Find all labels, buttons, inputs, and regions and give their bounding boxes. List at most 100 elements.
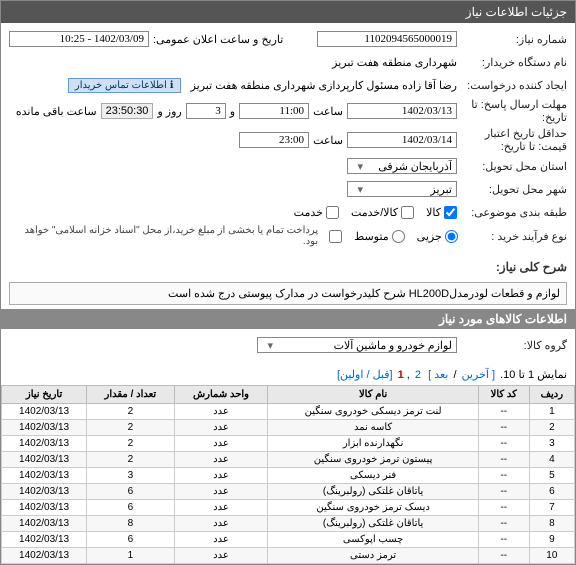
cat-service-option[interactable]: کالا/خدمت [351, 206, 414, 219]
contact-info-link[interactable]: اطلاعات تماس خریدار [68, 78, 181, 93]
table-cell: -- [478, 468, 529, 484]
table-cell: فنر دیسکی [268, 468, 478, 484]
pager-page-2[interactable]: 2 [415, 369, 421, 381]
table-cell: 1402/03/13 [2, 516, 87, 532]
goods-section-title: اطلاعات کالاهای مورد نیاز [1, 309, 575, 329]
form-section: شماره نیاز: تاریخ و ساعت اعلان عمومی: نا… [1, 23, 575, 256]
cat-service2-option[interactable]: خدمت [294, 206, 339, 219]
table-cell: عدد [174, 452, 268, 468]
table-cell: 6 [87, 484, 174, 500]
cat-service-checkbox[interactable] [401, 206, 414, 219]
table-cell: ترمز دستی [268, 548, 478, 564]
table-cell: 2 [87, 452, 174, 468]
pager-last-link[interactable]: [ آخرین [462, 369, 495, 381]
category-label: طبقه بندی موضوعی: [457, 206, 567, 219]
group-field[interactable] [257, 337, 457, 353]
table-cell: 2 [529, 420, 574, 436]
niaz-number-field[interactable] [317, 31, 457, 47]
pager-sep2: , [407, 369, 410, 381]
cat-kala-label: کالا [426, 206, 441, 219]
cat-kala-checkbox[interactable] [444, 206, 457, 219]
table-cell: عدد [174, 420, 268, 436]
requester-value: رضا آقا زاده مسئول کارپردازی شهرداری منط… [191, 79, 457, 92]
table-row: 6--یاتاقان غلتکی (رولبرینگ)عدد61402/03/1… [2, 484, 575, 500]
table-cell: -- [478, 532, 529, 548]
validity-date-field[interactable] [347, 132, 457, 148]
table-cell: عدد [174, 404, 268, 420]
table-cell: -- [478, 548, 529, 564]
table-cell: -- [478, 420, 529, 436]
deadline-date-field[interactable] [347, 103, 457, 119]
group-label: گروه کالا: [457, 339, 567, 352]
table-header-cell: کد کالا [478, 386, 529, 404]
buyer-value: شهرداری منطقه هفت تبریز [332, 56, 457, 69]
table-header-cell: تاریخ نیاز [2, 386, 87, 404]
bt-partial-radio[interactable] [445, 230, 458, 243]
bt-medium-option[interactable]: متوسط [354, 230, 405, 243]
table-cell: 6 [87, 500, 174, 516]
table-cell: لنت ترمز دیسکی خودروی سنگین [268, 404, 478, 420]
deadline-days-field[interactable] [186, 103, 226, 119]
pager-sep: / [453, 369, 456, 381]
niaz-number-label: شماره نیاز: [457, 33, 567, 46]
table-cell: 1 [529, 404, 574, 420]
buyer-label: نام دستگاه خریدار: [457, 56, 567, 69]
and-label: و [230, 105, 235, 118]
deadline-time-field[interactable] [239, 103, 309, 119]
cat-kala-option[interactable]: کالا [426, 206, 457, 219]
pager-first-link[interactable]: [قبل / اولین] [337, 369, 393, 381]
province-field[interactable] [347, 158, 457, 174]
group-dropdown-icon[interactable]: ▾ [263, 339, 273, 352]
table-cell: -- [478, 452, 529, 468]
buy-note-option: پرداخت تمام یا بخشی از مبلغ خرید،از محل … [9, 225, 342, 247]
table-row: 2--کاسه نمدعدد21402/03/13 [2, 420, 575, 436]
table-row: 9--چسب اپوکسیعدد61402/03/13 [2, 532, 575, 548]
pager-page-1: 1 [398, 369, 404, 381]
buy-type-label: نوع فرآیند خرید : [458, 230, 567, 243]
table-header-cell: نام کالا [268, 386, 478, 404]
days-and-label: روز و [157, 105, 181, 118]
table-header-cell: واحد شمارش [174, 386, 268, 404]
table-cell: 1402/03/13 [2, 532, 87, 548]
table-cell: 2 [87, 436, 174, 452]
table-cell: 2 [87, 420, 174, 436]
table-header-cell: تعداد / مقدار [87, 386, 174, 404]
remaining-label: ساعت باقی مانده [16, 105, 97, 118]
pub-datetime-label: تاریخ و ساعت اعلان عمومی: [153, 33, 283, 46]
pub-datetime-field[interactable] [9, 31, 149, 47]
table-cell: -- [478, 500, 529, 516]
bt-medium-radio[interactable] [392, 230, 405, 243]
table-cell: 1402/03/13 [2, 500, 87, 516]
table-cell: 3 [87, 468, 174, 484]
table-cell: 1402/03/13 [2, 484, 87, 500]
validity-time-field[interactable] [239, 132, 309, 148]
table-cell: عدد [174, 532, 268, 548]
time-label-2: ساعت [313, 134, 343, 147]
buy-note-checkbox[interactable] [329, 230, 342, 243]
table-row: 3--نگهدارنده ابزارعدد21402/03/13 [2, 436, 575, 452]
pager-range: نمایش 1 تا 10. [500, 369, 567, 381]
table-header-row: ردیفکد کالانام کالاواحد شمارشتعداد / مقد… [2, 386, 575, 404]
city-dropdown-icon[interactable]: ▾ [353, 183, 363, 196]
table-body: 1--لنت ترمز دیسکی خودروی سنگینعدد21402/0… [2, 404, 575, 564]
table-cell: 1402/03/13 [2, 452, 87, 468]
city-field[interactable] [347, 181, 457, 197]
cat-service2-checkbox[interactable] [326, 206, 339, 219]
city-label: شهر محل تحویل: [457, 183, 567, 196]
table-cell: عدد [174, 468, 268, 484]
province-dropdown-icon[interactable]: ▾ [353, 160, 363, 173]
table-cell: 5 [529, 468, 574, 484]
table-cell: کاسه نمد [268, 420, 478, 436]
table-cell: -- [478, 404, 529, 420]
bt-partial-option[interactable]: جزیی [417, 230, 458, 243]
table-cell: 1402/03/13 [2, 404, 87, 420]
table-cell: نگهدارنده ابزار [268, 436, 478, 452]
table-cell: 8 [87, 516, 174, 532]
table-cell: عدد [174, 484, 268, 500]
pager-next-link[interactable]: بعد ] [428, 369, 448, 381]
table-cell: 1402/03/13 [2, 548, 87, 564]
panel-title: جزئیات اطلاعات نیاز [466, 5, 567, 19]
table-cell: عدد [174, 436, 268, 452]
table-cell: عدد [174, 516, 268, 532]
bt-partial-label: جزیی [417, 230, 442, 243]
